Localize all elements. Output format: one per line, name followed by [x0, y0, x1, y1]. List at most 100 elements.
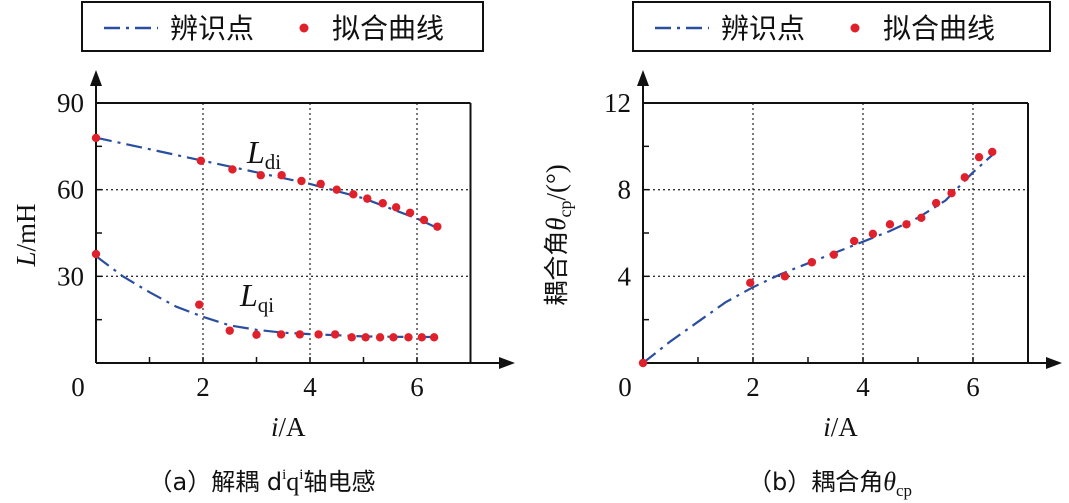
data-point: [829, 250, 839, 259]
text-span: i: [271, 412, 279, 442]
data-point: [363, 194, 372, 203]
series-line: [642, 154, 994, 364]
text-span: L: [11, 251, 41, 267]
legend-label: 辨识点: [721, 12, 805, 45]
data-point: [91, 133, 101, 143]
data-point: [330, 330, 340, 339]
text-span: i: [299, 467, 303, 483]
data-point: [347, 333, 356, 342]
text-span: θ: [541, 218, 571, 231]
figure-caption: （b）耦合角θcp: [748, 467, 912, 500]
data-point: [375, 333, 385, 342]
data-point: [429, 333, 439, 342]
data-point: [988, 147, 997, 157]
data-point: [389, 333, 398, 342]
data-point: [349, 190, 358, 199]
data-point: [196, 156, 206, 165]
text-span: /mH: [11, 203, 41, 251]
text-span: 耦合角: [542, 231, 571, 306]
text-span: cp: [555, 201, 575, 218]
text-span: /A: [279, 412, 307, 442]
text-span: q: [286, 467, 299, 496]
text-span: i: [282, 467, 286, 483]
x-axis-arrow-icon: [1046, 357, 1062, 369]
y-tick-label: 90: [57, 88, 84, 118]
y-axis-label: L/mH: [11, 203, 41, 267]
data-point: [297, 176, 306, 186]
legend-label: 拟合曲线: [883, 12, 995, 45]
data-point: [868, 229, 878, 239]
text-span: 轴电感: [303, 468, 375, 496]
y-tick-label: 30: [57, 261, 84, 291]
data-point: [332, 185, 341, 194]
legend-label: 辨识点: [170, 12, 254, 45]
y-axis-arrow-icon: [637, 70, 649, 86]
data-point: [378, 199, 387, 208]
data-point: [850, 236, 859, 246]
data-point: [276, 330, 286, 339]
legend-box: [632, 1, 1051, 52]
data-point: [917, 213, 926, 223]
figure-caption: （a）解耦 diqi轴电感: [149, 467, 376, 496]
text-span: θ: [883, 467, 896, 496]
data-point: [419, 215, 429, 225]
legend: 辨识点 拟合曲线: [632, 1, 1051, 52]
x-axis-label: i/A: [271, 412, 306, 442]
x-axis-arrow-icon: [499, 357, 515, 369]
legend-dot-icon: [850, 23, 860, 33]
text-span: /A: [831, 412, 859, 442]
y-tick-label: 60: [57, 175, 84, 205]
data-point: [295, 330, 305, 339]
legend: 辨识点 拟合曲线: [81, 1, 484, 52]
data-point: [277, 171, 286, 180]
data-point: [252, 330, 261, 339]
data-point: [361, 333, 370, 342]
text-span: qi: [258, 293, 275, 317]
data-point: [314, 330, 323, 339]
text-span: cp: [896, 481, 912, 500]
x-tick-label: 4: [856, 372, 870, 402]
legend-box: [81, 1, 484, 52]
data-point: [417, 333, 427, 342]
data-point: [780, 272, 790, 281]
data-point: [902, 220, 911, 229]
data-point: [807, 258, 817, 267]
x-tick-label: 6: [966, 372, 980, 402]
data-point: [638, 358, 648, 368]
x-tick-label: 2: [196, 372, 210, 402]
text-span: di: [265, 150, 282, 174]
data-point: [316, 179, 325, 189]
y-axis-arrow-icon: [90, 70, 102, 86]
data-point: [947, 188, 956, 198]
text-span: L: [239, 277, 258, 313]
data-point: [746, 278, 755, 288]
x-tick-label: 2: [746, 372, 760, 402]
data-point: [256, 171, 265, 180]
y-tick-label: 12: [604, 88, 631, 118]
y-tick-label: 8: [618, 175, 632, 205]
x-tick-label: 0: [618, 372, 632, 402]
data-point: [404, 333, 413, 342]
text-span: （b）耦合角: [748, 468, 883, 496]
series-label: Lqi: [239, 277, 274, 317]
data-point: [91, 249, 101, 259]
series-line: [95, 255, 434, 339]
data-point: [960, 173, 969, 182]
data-point: [931, 198, 941, 208]
y-axis-label: 耦合角θcp/(°): [541, 164, 575, 306]
x-tick-label: 0: [71, 372, 85, 402]
series-label: Ldi: [246, 134, 281, 174]
data-point: [974, 152, 984, 162]
legend-dot-icon: [299, 23, 309, 33]
x-axis-label: i/A: [823, 412, 858, 442]
legend-label: 拟合曲线: [332, 12, 444, 45]
data-point: [391, 203, 401, 212]
text-span: （a）解耦 d: [149, 468, 283, 496]
data-point: [405, 208, 415, 217]
data-point: [228, 165, 237, 174]
data-point: [195, 300, 204, 309]
y-tick-label: 4: [618, 261, 632, 291]
